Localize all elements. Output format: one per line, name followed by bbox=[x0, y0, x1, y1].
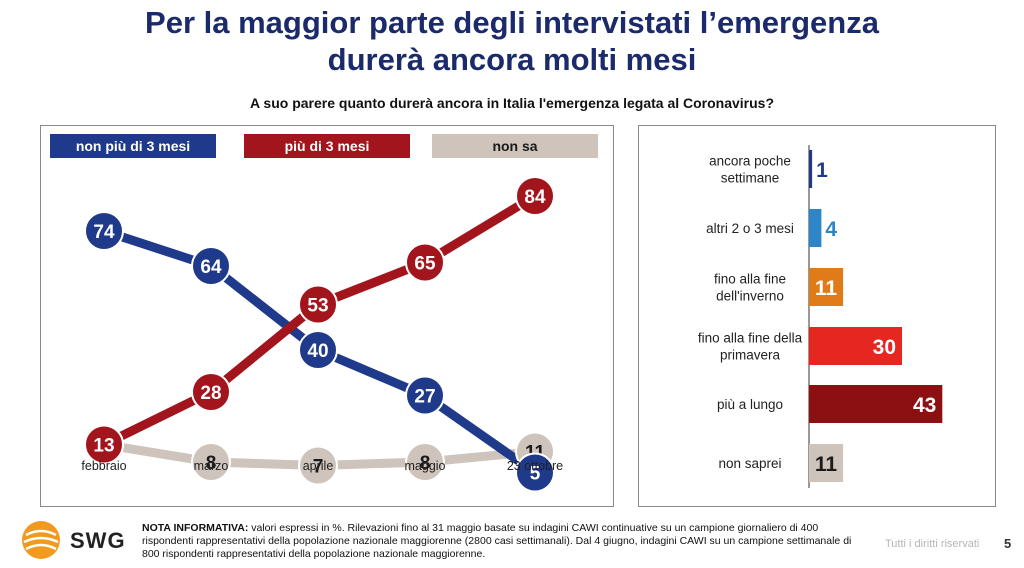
survey-question: A suo parere quanto durerà ancora in Ita… bbox=[249, 95, 775, 111]
bar bbox=[809, 327, 902, 365]
page-title: Per la maggior parte degli intervistati … bbox=[0, 4, 1024, 78]
x-tick-label: febbraio bbox=[81, 459, 126, 473]
data-point bbox=[191, 372, 231, 412]
data-point bbox=[405, 242, 445, 283]
bar bbox=[809, 385, 943, 423]
bar-category-label: primavera bbox=[720, 348, 781, 363]
bar-category-label: fino alla fine della bbox=[698, 331, 803, 346]
bar-value-label: 4 bbox=[825, 218, 837, 241]
bar-category-label: settimane bbox=[721, 171, 780, 186]
bar bbox=[809, 150, 813, 188]
bar-category-label: più a lungo bbox=[717, 397, 783, 412]
bar-value-label: 11 bbox=[815, 453, 838, 476]
data-label: 7 bbox=[313, 457, 324, 478]
bar bbox=[809, 444, 844, 482]
x-tick-label: marzo bbox=[194, 459, 229, 473]
title-line-1: Per la maggior parte degli intervistati … bbox=[145, 5, 879, 40]
data-point bbox=[515, 176, 555, 216]
data-point bbox=[191, 442, 231, 482]
swg-logo-icon bbox=[22, 521, 60, 559]
data-label: 5 bbox=[530, 464, 541, 485]
data-point bbox=[298, 284, 338, 325]
logo-text: SWG bbox=[70, 528, 126, 553]
data-point bbox=[405, 375, 445, 416]
footer-note: NOTA INFORMATIVA: valori espressi in %. … bbox=[142, 522, 862, 561]
bar-category-label: fino alla fine bbox=[714, 272, 786, 287]
data-point bbox=[298, 445, 338, 486]
data-label: 27 bbox=[414, 387, 435, 408]
legend-non-piu-di-3-mesi: non più di 3 mesi bbox=[50, 134, 216, 158]
data-label: 64 bbox=[200, 257, 222, 278]
legend-piu-di-3-mesi: più di 3 mesi bbox=[244, 134, 410, 158]
bar-value-label: 11 bbox=[815, 277, 838, 300]
data-label: 40 bbox=[307, 341, 328, 362]
bar-category-label: non saprei bbox=[718, 456, 781, 471]
bar-chart-panel bbox=[638, 125, 996, 507]
bar-category-label: altri 2 o 3 mesi bbox=[706, 221, 794, 236]
bar-category-label: ancora poche bbox=[709, 154, 791, 169]
rights-text: Tutti i diritti riservati bbox=[885, 538, 980, 550]
bar-value-label: 30 bbox=[873, 336, 896, 359]
data-label: 8 bbox=[420, 453, 431, 474]
x-tick-label: 23 ottobre bbox=[507, 459, 563, 473]
data-label: 53 bbox=[307, 296, 328, 317]
title-line-2: durerà ancora molti mesi bbox=[327, 42, 697, 77]
data-label: 65 bbox=[414, 254, 436, 275]
legend-non-sa: non sa bbox=[432, 134, 598, 158]
data-point bbox=[515, 452, 555, 493]
data-label: 8 bbox=[206, 453, 217, 474]
data-label: 84 bbox=[524, 187, 546, 208]
data-label: 74 bbox=[93, 222, 115, 243]
bar-value-label: 1 bbox=[816, 159, 828, 182]
bar-value-label: 43 bbox=[913, 394, 936, 417]
x-tick-label: maggio bbox=[405, 459, 446, 473]
data-point bbox=[191, 246, 231, 286]
bar-category-label: dell'inverno bbox=[716, 289, 784, 304]
data-point bbox=[84, 211, 124, 251]
data-point bbox=[298, 330, 338, 370]
bar bbox=[809, 268, 844, 306]
page-number: 5 bbox=[1004, 536, 1012, 551]
data-point bbox=[84, 424, 124, 465]
note-text: valori espressi in %. Rilevazioni fino a… bbox=[142, 522, 852, 560]
data-point bbox=[405, 442, 445, 482]
data-label: 13 bbox=[93, 436, 114, 457]
data-label: 28 bbox=[200, 383, 221, 404]
x-tick-label: aprile bbox=[303, 459, 334, 473]
note-label: NOTA INFORMATIVA: bbox=[142, 522, 249, 534]
bar bbox=[809, 209, 822, 247]
